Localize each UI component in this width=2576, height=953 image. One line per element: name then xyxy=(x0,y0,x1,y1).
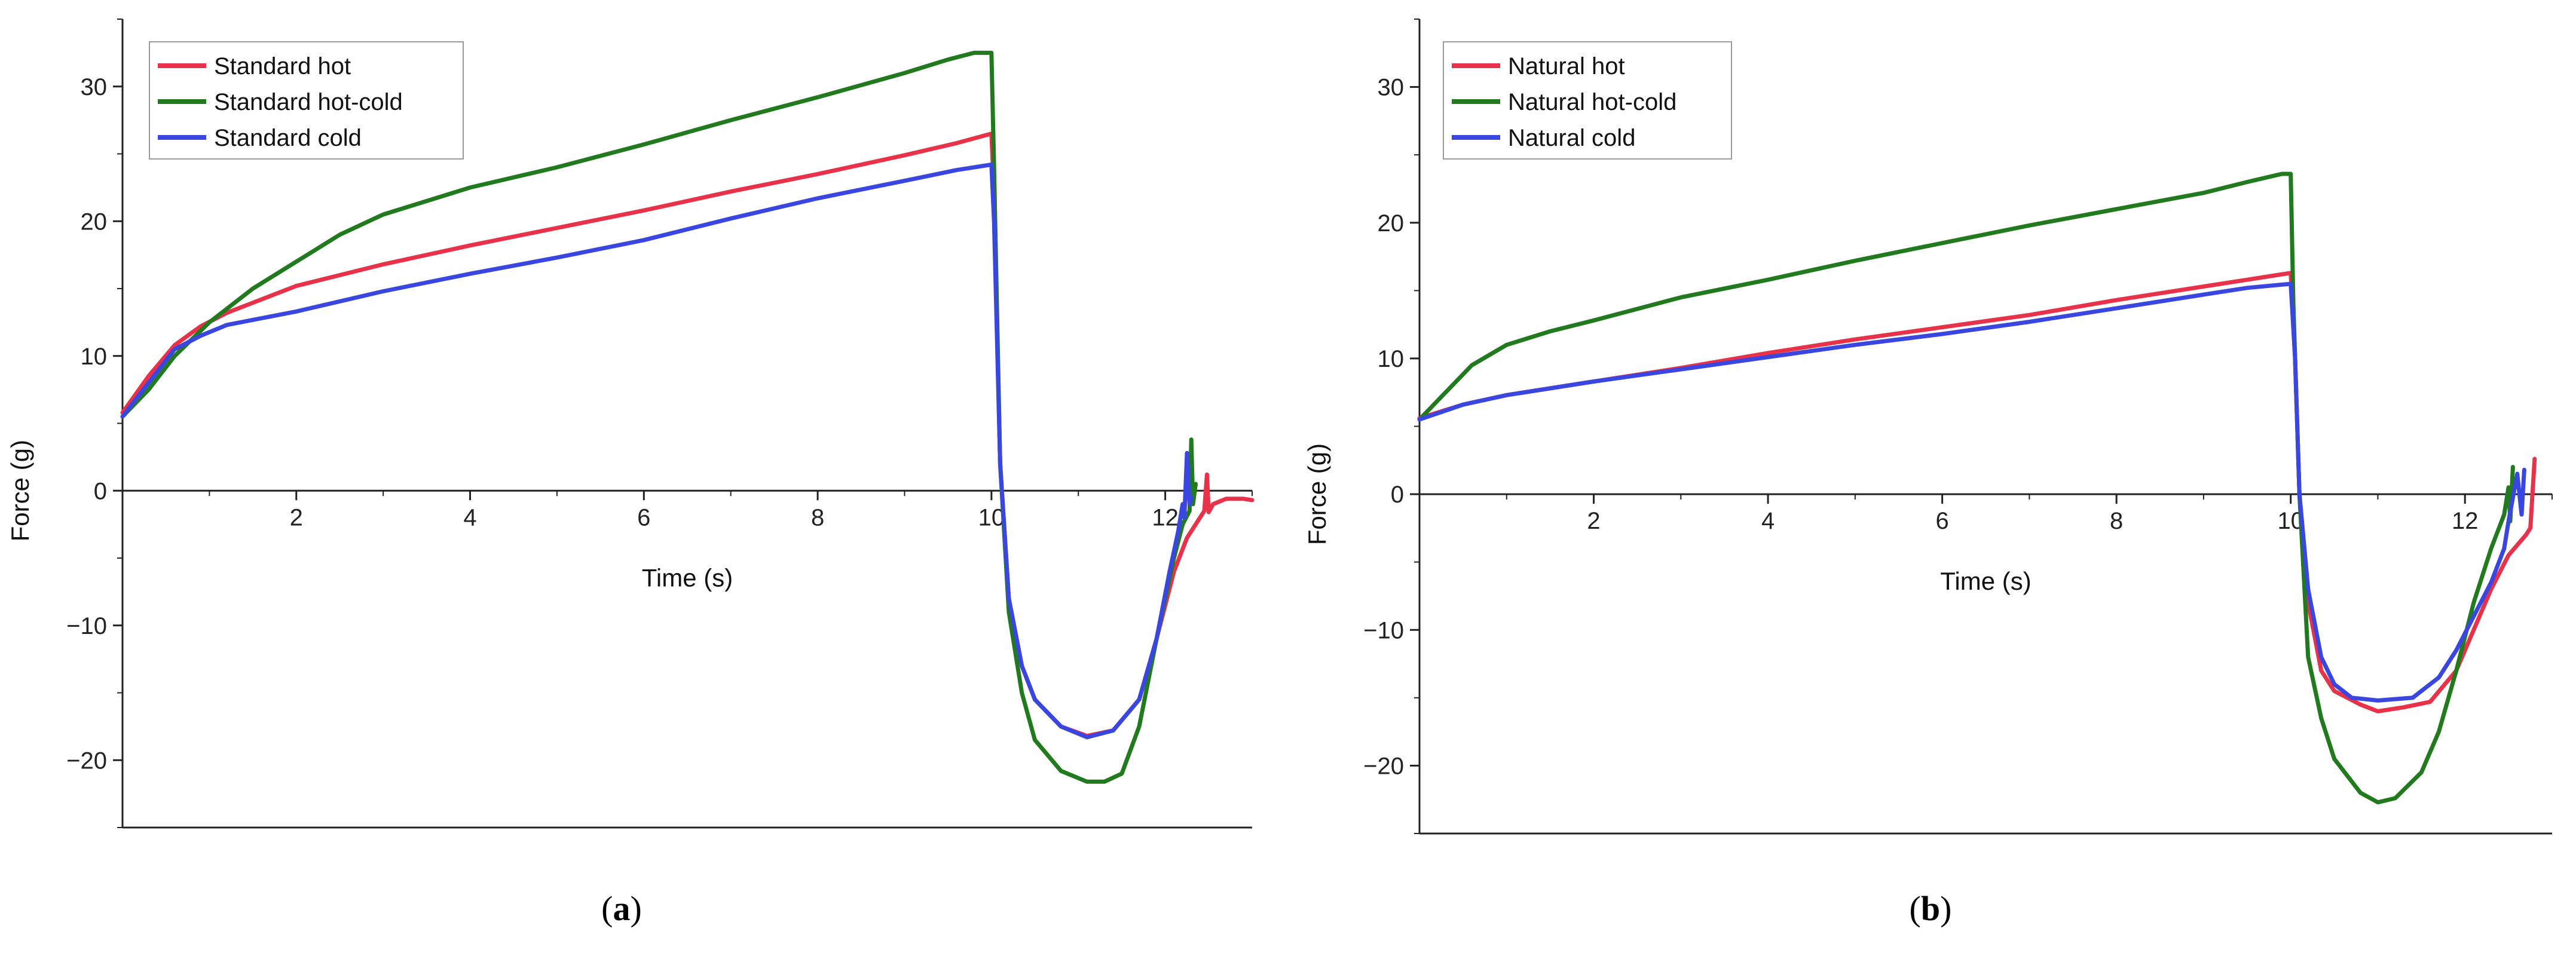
panel-a-caption: (a) xyxy=(601,889,642,928)
panel-b-y-tick-label: 30 xyxy=(1378,75,1405,101)
panel-b-series-line-2 xyxy=(1417,171,2515,805)
panel-a-series-line-1 xyxy=(120,131,1255,739)
panel-b-series-line-3 xyxy=(1417,281,2526,703)
panel-b-legend: Natural hot Natural hot-cold Natural cold xyxy=(1443,41,1732,160)
panel-b-x-tick-label: 2 xyxy=(1587,508,1600,534)
panel-a-x-tick-label: 4 xyxy=(463,504,476,531)
panel-b-caption-letter: b xyxy=(1921,889,1940,928)
panel-b-y-tick-label: 0 xyxy=(1391,482,1404,508)
panel-b-x-tick-label: 6 xyxy=(1935,508,1948,534)
panel-b-x-tick-label: 12 xyxy=(2452,508,2479,534)
panel-a-y-tick-label: 30 xyxy=(81,74,108,100)
panel-b-x-tick-label: 8 xyxy=(2110,508,2123,534)
panel-a-caption-letter: a xyxy=(613,889,631,928)
panel-b-caption: (b) xyxy=(1910,889,1952,928)
panel-a-x-tick-label: 12 xyxy=(1152,504,1179,531)
panel-b-legend-label: Natural hot xyxy=(1508,53,1625,79)
panel-a-series-line-3 xyxy=(120,163,1194,740)
panel-b-y-axis-label: Force (g) xyxy=(1303,443,1331,545)
panel-a-y-tick-label: 0 xyxy=(94,478,107,504)
panel-a-y-tick-label: 20 xyxy=(81,209,108,235)
panel-b-y-tick-label: 20 xyxy=(1378,210,1405,237)
panel-b-y-tick-label: 10 xyxy=(1378,346,1405,372)
panel-a-x-tick-label: 2 xyxy=(290,504,303,531)
panel-a-legend-label: Standard hot xyxy=(214,53,351,79)
panel-a-chart: −20 −10 0 10 20 30 2 4 6 8 10 12 Time (s) Force (g) St… xyxy=(6,19,1255,829)
panel-b-legend-label: Natural cold xyxy=(1508,125,1635,151)
panel-b-series-line-1 xyxy=(1417,271,2537,713)
panel-a-y-axis-label: Force (g) xyxy=(6,440,34,541)
panel-a-x-tick-label: 10 xyxy=(978,504,1005,531)
panel-a-legend: Standard hot Standard hot-cold Standard co… xyxy=(149,41,464,160)
panel-a-y-tick-label: −20 xyxy=(66,747,107,774)
panel-b-x-axis-label: Time (s) xyxy=(1940,567,2031,595)
panel-b-y-tick-label: −10 xyxy=(1363,617,1404,643)
panel-a-y-tick-label: 10 xyxy=(81,344,108,370)
panel-a-x-axis-label: Time (s) xyxy=(642,563,733,592)
panel-a-legend-label: Standard cold xyxy=(214,125,362,151)
panel-a-series-line-2 xyxy=(120,50,1198,784)
panel-b-y-tick-label: −20 xyxy=(1363,753,1404,779)
panel-a-x-tick-label: 8 xyxy=(811,504,824,531)
panel-b-x-tick-label: 4 xyxy=(1761,508,1775,534)
panel-a-y-tick-label: −10 xyxy=(66,613,107,639)
panel-a-legend-label: Standard hot-cold xyxy=(214,89,403,115)
panel-a-x-tick-label: 6 xyxy=(637,504,650,531)
panel-b-legend-label: Natural hot-cold xyxy=(1508,89,1676,115)
